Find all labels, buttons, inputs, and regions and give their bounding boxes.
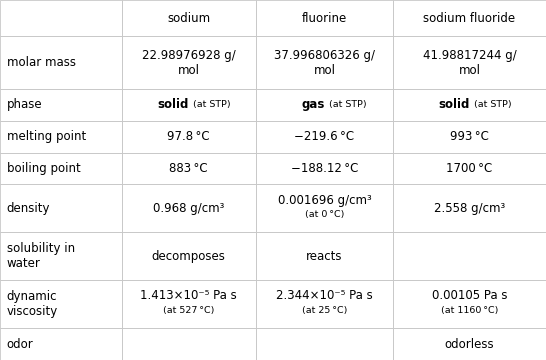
Text: (at 25 °C): (at 25 °C) <box>302 306 347 315</box>
Bar <box>393 153 546 184</box>
Text: 41.98817244 g/
mol: 41.98817244 g/ mol <box>423 49 517 77</box>
Text: gas: gas <box>301 98 324 111</box>
Text: (at STP): (at STP) <box>471 100 511 109</box>
Bar <box>122 0 256 36</box>
Bar <box>0 280 122 328</box>
Text: (at 1160 °C): (at 1160 °C) <box>441 306 498 315</box>
Bar <box>393 184 546 232</box>
Text: 883 °C: 883 °C <box>169 162 208 175</box>
Bar <box>122 89 256 121</box>
Text: fluorine: fluorine <box>302 12 347 25</box>
Bar <box>256 36 393 89</box>
Text: sodium: sodium <box>167 12 210 25</box>
Text: solid: solid <box>438 98 470 111</box>
Text: molar mass: molar mass <box>7 56 75 69</box>
Bar <box>122 232 256 280</box>
Bar <box>256 232 393 280</box>
Bar <box>122 36 256 89</box>
Text: sodium fluoride: sodium fluoride <box>424 12 515 25</box>
Bar <box>122 121 256 153</box>
Text: 1.413×10⁻⁵ Pa s: 1.413×10⁻⁵ Pa s <box>140 289 237 302</box>
Text: solubility in
water: solubility in water <box>7 242 75 270</box>
Bar <box>393 328 546 360</box>
Text: solid: solid <box>157 98 189 111</box>
Bar <box>256 0 393 36</box>
Text: decomposes: decomposes <box>152 250 225 263</box>
Text: (at STP): (at STP) <box>190 100 230 109</box>
Text: (at STP): (at STP) <box>325 100 366 109</box>
Bar <box>256 121 393 153</box>
Bar <box>122 153 256 184</box>
Bar <box>0 89 122 121</box>
Text: phase: phase <box>7 98 42 111</box>
Bar <box>0 0 122 36</box>
Text: reacts: reacts <box>306 250 343 263</box>
Bar <box>0 121 122 153</box>
Text: 0.968 g/cm³: 0.968 g/cm³ <box>153 202 224 215</box>
Bar <box>122 328 256 360</box>
Bar <box>122 184 256 232</box>
Bar <box>122 280 256 328</box>
Text: odor: odor <box>7 338 33 351</box>
Bar <box>393 0 546 36</box>
Text: 2.344×10⁻⁵ Pa s: 2.344×10⁻⁵ Pa s <box>276 289 373 302</box>
Text: boiling point: boiling point <box>7 162 80 175</box>
Bar <box>0 328 122 360</box>
Bar <box>393 121 546 153</box>
Text: 2.558 g/cm³: 2.558 g/cm³ <box>434 202 505 215</box>
Bar <box>0 36 122 89</box>
Bar <box>0 232 122 280</box>
Text: 0.00105 Pa s: 0.00105 Pa s <box>432 289 507 302</box>
Text: 22.98976928 g/
mol: 22.98976928 g/ mol <box>142 49 236 77</box>
Text: odorless: odorless <box>445 338 494 351</box>
Bar <box>256 280 393 328</box>
Bar <box>256 184 393 232</box>
Text: (at 0 °C): (at 0 °C) <box>305 210 344 219</box>
Bar <box>256 89 393 121</box>
Text: −188.12 °C: −188.12 °C <box>291 162 358 175</box>
Bar <box>0 184 122 232</box>
Text: 97.8 °C: 97.8 °C <box>168 130 210 143</box>
Text: 993 °C: 993 °C <box>450 130 489 143</box>
Bar <box>256 328 393 360</box>
Bar <box>393 280 546 328</box>
Text: (at 527 °C): (at 527 °C) <box>163 306 215 315</box>
Text: 1700 °C: 1700 °C <box>447 162 492 175</box>
Text: density: density <box>7 202 50 215</box>
Text: 0.001696 g/cm³: 0.001696 g/cm³ <box>277 194 371 207</box>
Bar <box>256 153 393 184</box>
Text: melting point: melting point <box>7 130 86 143</box>
Bar <box>393 36 546 89</box>
Text: dynamic
viscosity: dynamic viscosity <box>7 290 58 318</box>
Bar <box>393 89 546 121</box>
Bar <box>0 153 122 184</box>
Bar <box>393 232 546 280</box>
Text: −219.6 °C: −219.6 °C <box>294 130 354 143</box>
Text: 37.996806326 g/
mol: 37.996806326 g/ mol <box>274 49 375 77</box>
